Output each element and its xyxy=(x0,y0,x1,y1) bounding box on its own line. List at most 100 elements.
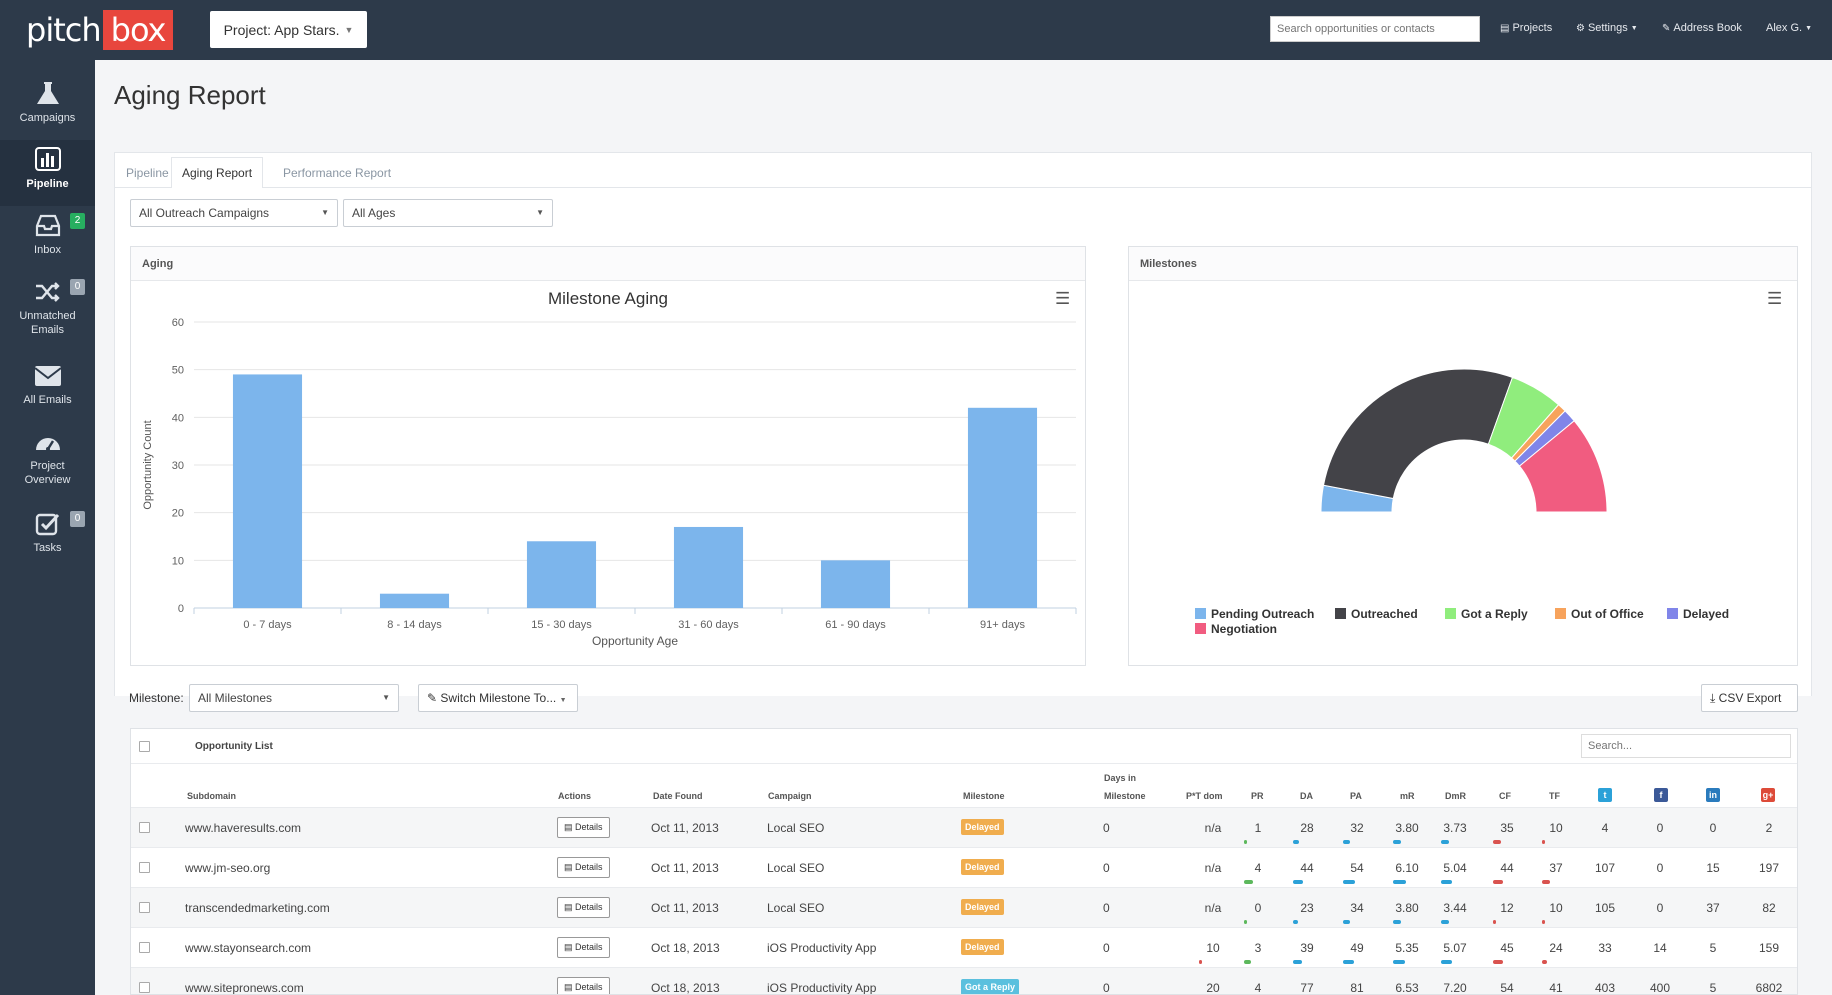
details-button[interactable]: ▤ Details xyxy=(557,857,610,878)
header-cf[interactable]: CF xyxy=(1499,791,1511,801)
header-days-top[interactable]: Days in xyxy=(1104,773,1137,783)
row-checkbox[interactable] xyxy=(139,982,150,993)
bar xyxy=(232,374,303,608)
age-filter-select[interactable]: All Ages ▼ xyxy=(343,199,553,227)
row-checkbox[interactable] xyxy=(139,902,150,913)
details-button[interactable]: ▤ Details xyxy=(557,817,610,838)
ptdom-cell: n/a xyxy=(1204,821,1222,835)
switch-milestone-button[interactable]: ✎ Switch Milestone To... ▼ xyxy=(418,684,578,712)
details-label: Details xyxy=(575,902,603,912)
milestone-badge[interactable]: Got a Reply xyxy=(961,979,1020,994)
projects-link[interactable]: ▤ Projects xyxy=(1500,22,1552,34)
row-checkbox[interactable] xyxy=(139,942,150,953)
row-checkbox[interactable] xyxy=(139,822,150,833)
user-menu[interactable]: Alex G. ▼ xyxy=(1766,22,1815,34)
chart-menu-icon[interactable]: ☰ xyxy=(1055,289,1071,308)
tf-meter-bar xyxy=(1542,840,1545,844)
milestone-badge[interactable]: Delayed xyxy=(961,939,1004,955)
table-search-input[interactable] xyxy=(1581,734,1791,758)
sidebar-item-inbox[interactable]: Inbox xyxy=(0,212,95,272)
tw-cell: 33 xyxy=(1598,941,1612,955)
milestone-filter-value: All Milestones xyxy=(198,691,273,705)
pitchbox-logo[interactable]: pitch box xyxy=(26,10,174,50)
sidebar-item-tasks[interactable]: Tasks xyxy=(0,510,95,570)
tf-cell: 10 xyxy=(1549,901,1563,915)
subdomain-cell[interactable]: www.stayonsearch.com xyxy=(185,941,312,955)
milestone-filter-select[interactable]: All Milestones ▼ xyxy=(189,684,399,712)
header-date-found[interactable]: Date Found xyxy=(653,791,703,801)
li-cell: 5 xyxy=(1709,941,1717,955)
twitter-icon: t xyxy=(1598,788,1612,802)
select-all-checkbox[interactable] xyxy=(139,741,150,752)
x-tick-label: 91+ days xyxy=(980,619,1025,631)
date-found-cell: Oct 18, 2013 xyxy=(651,981,720,995)
header-ptdom[interactable]: P*T dom xyxy=(1186,791,1223,801)
gp-cell: 82 xyxy=(1762,901,1776,915)
aging-panel-title: Aging xyxy=(131,247,1085,281)
tab-performance-report[interactable]: Performance Report xyxy=(283,166,392,180)
pa-cell: 54 xyxy=(1350,861,1364,875)
table-row[interactable]: www.sitepronews.com ▤ Details Oct 18, 2013… xyxy=(131,967,1797,995)
header-pa[interactable]: PA xyxy=(1350,791,1362,801)
sidebar-item-all-emails[interactable]: All Emails xyxy=(0,362,95,422)
details-button[interactable]: ▤ Details xyxy=(557,937,610,958)
table-row[interactable]: www.jm-seo.org ▤ Details Oct 11, 2013 Local… xyxy=(131,847,1797,887)
sidebar-item-project-overview[interactable]: Project Overview xyxy=(0,428,95,498)
fb-cell: 0 xyxy=(1656,821,1664,835)
row-checkbox[interactable] xyxy=(139,862,150,873)
sidebar-item-unmatched-emails[interactable]: Unmatched Emails xyxy=(0,278,95,348)
table-row[interactable]: www.haveresults.com ▤ Details Oct 11, 2013… xyxy=(131,807,1797,847)
header-tf[interactable]: TF xyxy=(1549,791,1560,801)
header-mr[interactable]: mR xyxy=(1400,791,1415,801)
milestone-badge[interactable]: Delayed xyxy=(961,899,1004,915)
sidebar-item-campaigns[interactable]: Campaigns xyxy=(0,80,95,142)
logo-text-right: box xyxy=(102,10,174,50)
milestone-badge[interactable]: Delayed xyxy=(961,819,1004,835)
days-in-milestone-cell: 0 xyxy=(1103,941,1110,955)
date-found-cell: Oct 11, 2013 xyxy=(651,901,719,915)
milestones-panel-title: Milestones xyxy=(1129,247,1797,281)
header-milestone[interactable]: Milestone xyxy=(963,791,1005,801)
linkedin-icon: in xyxy=(1706,788,1720,802)
subdomain-cell[interactable]: transcendedmarketing.com xyxy=(185,901,330,915)
settings-menu[interactable]: ⚙ Settings ▼ xyxy=(1576,22,1641,34)
csv-export-button[interactable]: ⤓ CSV Export xyxy=(1701,684,1798,712)
header-subdomain[interactable]: Subdomain xyxy=(187,791,236,801)
da-cell: 28 xyxy=(1300,821,1314,835)
table-row[interactable]: transcendedmarketing.com ▤ Details Oct 11,… xyxy=(131,887,1797,927)
da-meter-bar xyxy=(1293,840,1299,844)
pr-cell: 3 xyxy=(1254,941,1262,955)
pencil-icon: ✎ xyxy=(427,691,438,705)
details-button[interactable]: ▤ Details xyxy=(557,897,610,918)
li-cell: 37 xyxy=(1706,901,1720,915)
tab-aging-report[interactable]: Aging Report xyxy=(171,157,264,189)
details-button[interactable]: ▤ Details xyxy=(557,977,610,994)
sidebar-item-label: All Emails xyxy=(23,394,72,406)
campaign-filter-select[interactable]: All Outreach Campaigns ▼ xyxy=(130,199,338,227)
milestones-panel: Milestones ☰ Pending Outreach Outreached G… xyxy=(1128,246,1798,666)
cf-meter-bar xyxy=(1493,920,1496,924)
milestone-badge[interactable]: Delayed xyxy=(961,859,1004,875)
project-dropdown-button[interactable]: Project: App Stars. ▼ xyxy=(210,11,367,48)
address-book-link[interactable]: ✎ Address Book xyxy=(1662,22,1742,34)
chart-menu-icon[interactable]: ☰ xyxy=(1767,289,1783,308)
header-dmr[interactable]: DmR xyxy=(1445,791,1467,801)
subdomain-cell[interactable]: www.sitepronews.com xyxy=(185,981,304,995)
global-search-input[interactable] xyxy=(1270,16,1480,42)
sidebar-item-label: Inbox xyxy=(34,244,61,256)
tab-pipeline[interactable]: Pipeline xyxy=(126,166,169,180)
subdomain-cell[interactable]: www.haveresults.com xyxy=(185,821,302,835)
header-pr[interactable]: PR xyxy=(1251,791,1264,801)
page-title: Aging Report xyxy=(114,80,266,110)
table-row[interactable]: www.stayonsearch.com ▤ Details Oct 18, 201… xyxy=(131,927,1797,967)
header-campaign[interactable]: Campaign xyxy=(768,791,812,801)
y-tick-label: 40 xyxy=(172,412,184,424)
subdomain-cell[interactable]: www.jm-seo.org xyxy=(185,861,271,875)
li-cell: 0 xyxy=(1709,821,1717,835)
project-dropdown-label: Project: App Stars. xyxy=(223,21,340,38)
header-days-bottom[interactable]: Milestone xyxy=(1104,791,1146,801)
header-da[interactable]: DA xyxy=(1300,791,1313,801)
sidebar-item-label: Project Overview xyxy=(24,460,71,486)
pa-meter-bar xyxy=(1343,880,1355,884)
sidebar-item-pipeline[interactable]: Pipeline xyxy=(0,140,95,206)
